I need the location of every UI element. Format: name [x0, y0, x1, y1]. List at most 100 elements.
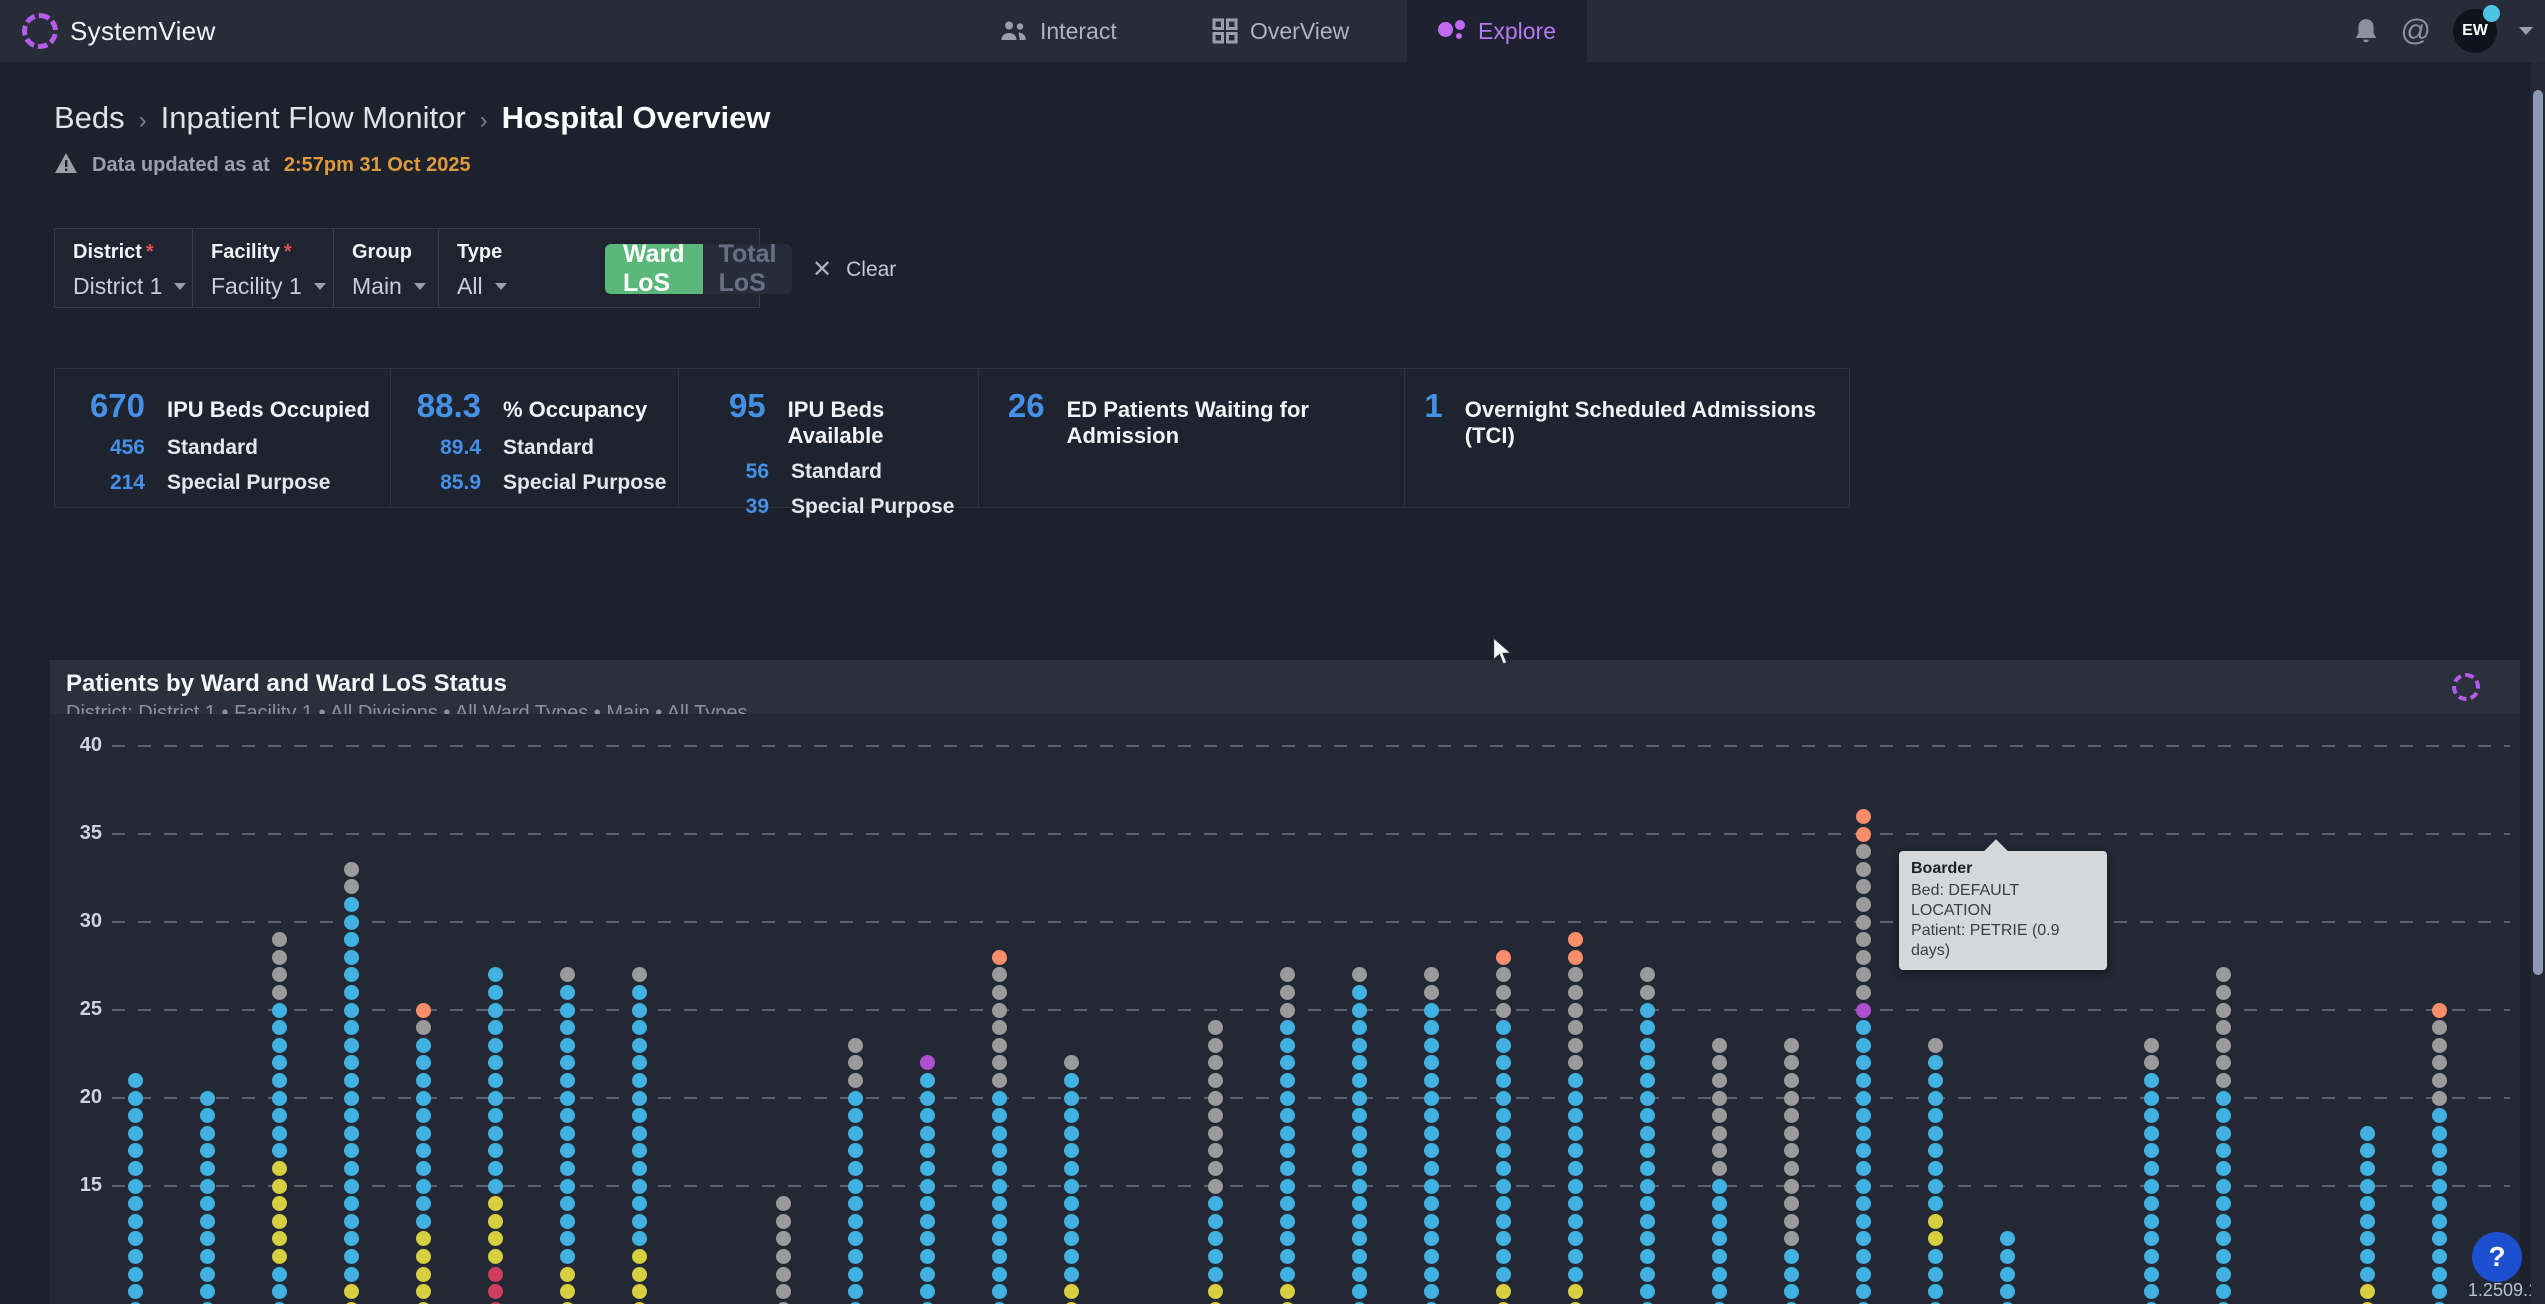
patient-dot[interactable] — [631, 1108, 647, 1124]
patient-dot[interactable] — [2215, 1143, 2231, 1159]
patient-dot[interactable] — [1927, 1284, 1943, 1300]
patient-dot[interactable] — [199, 1196, 215, 1212]
patient-dot[interactable] — [271, 1020, 287, 1036]
patient-dot[interactable] — [271, 1072, 287, 1088]
patient-dot[interactable] — [1927, 1037, 1943, 1053]
patient-dot[interactable] — [343, 1178, 359, 1194]
patient-dot[interactable] — [847, 1125, 863, 1141]
patient-dot[interactable] — [2143, 1196, 2159, 1212]
patient-dot[interactable] — [991, 1301, 1007, 1304]
patient-dot[interactable] — [343, 1248, 359, 1264]
patient-dot[interactable] — [487, 1213, 503, 1229]
patient-dot[interactable] — [1351, 1072, 1367, 1088]
patient-dot[interactable] — [343, 879, 359, 895]
patient-dot[interactable] — [1711, 1196, 1727, 1212]
avatar[interactable]: EW — [2453, 5, 2500, 53]
patient-dot[interactable] — [1495, 1108, 1511, 1124]
patient-dot[interactable] — [2215, 1072, 2231, 1088]
patient-dot[interactable] — [991, 984, 1007, 1000]
patient-dot[interactable] — [991, 967, 1007, 983]
patient-dot[interactable] — [1423, 1266, 1439, 1282]
patient-dot[interactable] — [2431, 1266, 2447, 1282]
patient-dot[interactable] — [1279, 1231, 1295, 1247]
patient-dot[interactable] — [271, 984, 287, 1000]
patient-dot[interactable] — [1279, 1037, 1295, 1053]
patient-dot[interactable] — [631, 1160, 647, 1176]
patient-dot[interactable] — [1927, 1125, 1943, 1141]
patient-dot[interactable] — [1639, 1178, 1655, 1194]
patient-dot[interactable] — [1927, 1108, 1943, 1124]
patient-dot[interactable] — [2431, 1284, 2447, 1300]
patient-dot[interactable] — [1783, 1301, 1799, 1304]
patient-dot[interactable] — [2359, 1143, 2375, 1159]
patient-dot[interactable] — [1567, 1143, 1583, 1159]
patient-dot[interactable] — [559, 1266, 575, 1282]
patient-dot[interactable] — [1999, 1248, 2015, 1264]
patient-dot[interactable] — [2431, 1178, 2447, 1194]
patient-dot[interactable] — [2215, 1231, 2231, 1247]
patient-dot[interactable] — [1207, 1108, 1223, 1124]
patient-dot[interactable] — [775, 1301, 791, 1304]
patient-dot[interactable] — [1783, 1090, 1799, 1106]
patient-dot[interactable] — [2143, 1231, 2159, 1247]
patient-dot[interactable] — [1927, 1231, 1943, 1247]
patient-dot[interactable] — [487, 1108, 503, 1124]
patient-dot[interactable] — [919, 1178, 935, 1194]
patient-dot[interactable] — [1423, 1213, 1439, 1229]
patient-dot[interactable] — [199, 1213, 215, 1229]
patient-dot[interactable] — [1063, 1178, 1079, 1194]
patient-dot[interactable] — [2215, 1178, 2231, 1194]
patient-dot[interactable] — [1927, 1178, 1943, 1194]
patient-dot[interactable] — [1279, 1108, 1295, 1124]
patient-dot[interactable] — [1783, 1037, 1799, 1053]
patient-dot[interactable] — [559, 1072, 575, 1088]
patient-dot[interactable] — [2215, 1284, 2231, 1300]
patient-dot[interactable] — [631, 1284, 647, 1300]
patient-dot[interactable] — [487, 967, 503, 983]
patient-dot[interactable] — [127, 1178, 143, 1194]
patient-dot[interactable] — [199, 1178, 215, 1194]
patient-dot[interactable] — [487, 1143, 503, 1159]
patient-dot[interactable] — [1639, 1020, 1655, 1036]
patient-dot[interactable] — [487, 1178, 503, 1194]
patient-dot[interactable] — [2143, 1160, 2159, 1176]
patient-dot[interactable] — [1855, 844, 1871, 860]
patient-dot[interactable] — [271, 949, 287, 965]
patient-dot[interactable] — [919, 1196, 935, 1212]
patient-dot[interactable] — [559, 1108, 575, 1124]
patient-dot[interactable] — [271, 1284, 287, 1300]
patient-dot[interactable] — [2431, 1213, 2447, 1229]
patient-dot[interactable] — [415, 1231, 431, 1247]
patient-dot[interactable] — [415, 1143, 431, 1159]
patient-dot[interactable] — [559, 984, 575, 1000]
patient-dot[interactable] — [2359, 1248, 2375, 1264]
patient-dot[interactable] — [919, 1072, 935, 1088]
patient-dot[interactable] — [271, 932, 287, 948]
patient-dot[interactable] — [559, 1160, 575, 1176]
patient-dot[interactable] — [415, 1178, 431, 1194]
patient-dot[interactable] — [1423, 1108, 1439, 1124]
patient-dot[interactable] — [271, 1213, 287, 1229]
patient-dot[interactable] — [2431, 1301, 2447, 1304]
patient-dot[interactable] — [1855, 984, 1871, 1000]
patient-dot[interactable] — [487, 1125, 503, 1141]
patient-dot[interactable] — [1063, 1196, 1079, 1212]
patient-dot[interactable] — [487, 1002, 503, 1018]
patient-dot[interactable] — [631, 1090, 647, 1106]
patient-dot[interactable] — [1927, 1266, 1943, 1282]
patient-dot[interactable] — [991, 1266, 1007, 1282]
patient-dot[interactable] — [415, 1020, 431, 1036]
patient-dot[interactable] — [1855, 1020, 1871, 1036]
patient-dot[interactable] — [127, 1108, 143, 1124]
patient-dot[interactable] — [1495, 1090, 1511, 1106]
patient-dot[interactable] — [1855, 1160, 1871, 1176]
patient-dot[interactable] — [1495, 1231, 1511, 1247]
patient-dot[interactable] — [271, 1055, 287, 1071]
patient-dot[interactable] — [343, 1196, 359, 1212]
patient-dot[interactable] — [1279, 1160, 1295, 1176]
patient-dot[interactable] — [559, 967, 575, 983]
patient-dot[interactable] — [919, 1301, 935, 1304]
patient-dot[interactable] — [2143, 1301, 2159, 1304]
patient-dot[interactable] — [991, 1037, 1007, 1053]
patient-dot[interactable] — [199, 1160, 215, 1176]
